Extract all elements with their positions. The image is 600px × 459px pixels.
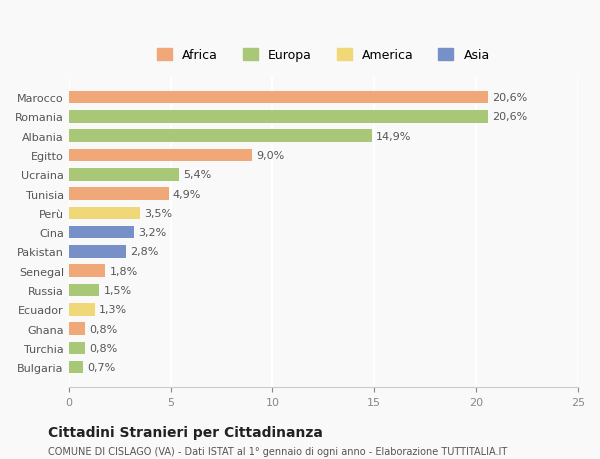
Text: 0,8%: 0,8% — [89, 324, 118, 334]
Bar — [69, 168, 179, 181]
Text: 14,9%: 14,9% — [376, 131, 412, 141]
Text: 1,8%: 1,8% — [109, 266, 138, 276]
Text: 4,9%: 4,9% — [173, 189, 201, 199]
Bar — [69, 342, 85, 354]
Bar — [69, 323, 85, 335]
Text: 1,3%: 1,3% — [99, 305, 127, 314]
Bar — [69, 188, 169, 201]
Bar — [69, 226, 134, 239]
Bar — [69, 207, 140, 220]
Bar — [69, 246, 126, 258]
Legend: Africa, Europa, America, Asia: Africa, Europa, America, Asia — [152, 44, 495, 67]
Text: 0,7%: 0,7% — [87, 362, 115, 372]
Text: 3,5%: 3,5% — [144, 208, 172, 218]
Text: 1,5%: 1,5% — [103, 285, 131, 295]
Text: COMUNE DI CISLAGO (VA) - Dati ISTAT al 1° gennaio di ogni anno - Elaborazione TU: COMUNE DI CISLAGO (VA) - Dati ISTAT al 1… — [48, 447, 507, 456]
Text: 3,2%: 3,2% — [138, 228, 166, 238]
Text: 9,0%: 9,0% — [256, 151, 284, 161]
Bar — [69, 111, 488, 123]
Text: 5,4%: 5,4% — [183, 170, 211, 180]
Text: 2,8%: 2,8% — [130, 247, 158, 257]
Text: Cittadini Stranieri per Cittadinanza: Cittadini Stranieri per Cittadinanza — [48, 425, 323, 439]
Bar — [69, 92, 488, 104]
Text: 20,6%: 20,6% — [493, 93, 527, 103]
Bar — [69, 303, 95, 316]
Text: 0,8%: 0,8% — [89, 343, 118, 353]
Bar — [69, 130, 372, 143]
Bar — [69, 150, 252, 162]
Bar — [69, 265, 106, 277]
Text: 20,6%: 20,6% — [493, 112, 527, 122]
Bar — [69, 361, 83, 374]
Bar — [69, 284, 99, 297]
